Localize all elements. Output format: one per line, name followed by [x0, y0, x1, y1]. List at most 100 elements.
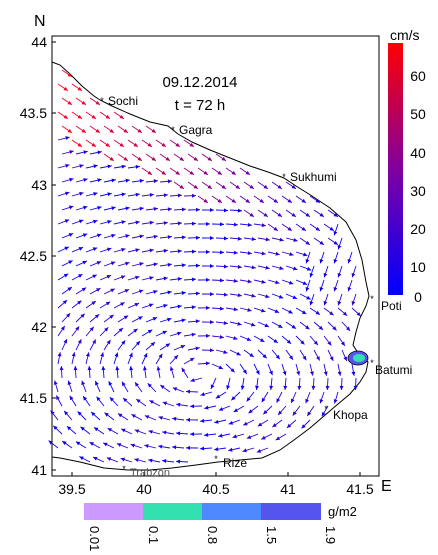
current-vector-head [179, 156, 184, 161]
current-vector-head [259, 198, 264, 203]
current-vector-head [342, 311, 348, 316]
current-vector-head [95, 128, 100, 133]
concentration-tick-label: 1.5 [264, 526, 279, 544]
lon-tick-label: 41 [280, 481, 296, 497]
current-vector-head [315, 198, 320, 203]
current-vector-head [217, 198, 222, 203]
current-vector-head [69, 177, 74, 182]
current-vector-head [107, 219, 112, 224]
current-vector-head [172, 445, 177, 450]
current-vector-head [249, 353, 254, 357]
current-vector-head [301, 198, 306, 203]
current-vector-head [233, 222, 238, 227]
current-vector-head [109, 314, 114, 319]
current-vector-head [327, 341, 332, 346]
current-vector-head [138, 289, 144, 294]
current-vector-head [110, 288, 115, 293]
current-vector-head [177, 331, 182, 336]
current-vector-head [121, 381, 126, 387]
current-vector-head [94, 314, 100, 319]
current-vector-head [177, 193, 182, 198]
current-vector-head [332, 326, 337, 331]
current-vector-head [337, 272, 342, 278]
current-vector-head [147, 383, 152, 388]
current-vector-head [181, 367, 186, 373]
current-vector-head [319, 258, 324, 264]
current-vector-head [118, 327, 123, 333]
city-label-sochi: Sochi [108, 94, 138, 108]
current-vector-head [103, 442, 108, 447]
current-vector-head [80, 426, 85, 431]
current-vector-head [97, 178, 102, 183]
current-vector-head [147, 329, 153, 334]
current-vector-head [163, 221, 168, 226]
current-vector-head [315, 226, 320, 231]
city-label-batumi: Batumi [375, 363, 412, 377]
east-label: E [381, 478, 392, 495]
current-vector-head [265, 294, 270, 299]
current-vector-head [190, 378, 195, 383]
current-vector-head [223, 264, 228, 269]
current-vector-head [123, 315, 129, 320]
current-vector-head [279, 237, 284, 242]
speed-colorbar [388, 43, 403, 295]
city-marker: * [282, 172, 286, 182]
speed-tick-label: 0 [414, 289, 422, 305]
current-vector-head [163, 276, 168, 281]
current-vector-head [300, 340, 305, 345]
current-vector-head [237, 208, 242, 213]
current-vector-head [131, 414, 136, 419]
current-vector-head [128, 352, 133, 358]
current-vector-head [260, 308, 266, 313]
current-vector-head [81, 100, 86, 105]
current-vector-head [177, 249, 182, 254]
current-vector-head [333, 286, 338, 292]
current-vector-head [67, 72, 72, 77]
current-vector-head [333, 240, 338, 245]
lon-tick-label: 41.5 [346, 481, 373, 497]
current-vector-head [291, 324, 297, 329]
current-vector-head [71, 352, 76, 357]
current-vector-head [219, 306, 224, 311]
current-vector-head [313, 340, 318, 346]
current-vector-head [269, 385, 274, 390]
current-vector-head [180, 345, 186, 349]
current-vector-head [302, 355, 307, 361]
current-vector-head [263, 410, 268, 415]
current-vector-head [83, 205, 88, 210]
current-vector-head [246, 397, 251, 402]
current-vector-head [93, 456, 98, 461]
current-vector-head [319, 286, 324, 292]
current-vector-head [149, 276, 154, 281]
current-vector-head [356, 311, 361, 317]
current-vector-head [290, 398, 295, 404]
current-vector-head [237, 264, 242, 269]
current-vector-head [273, 226, 278, 231]
city-marker: * [324, 404, 328, 414]
current-vector-head [209, 348, 214, 353]
current-vector-head [105, 142, 110, 147]
current-vector-head [200, 418, 205, 423]
city-marker: * [370, 358, 374, 368]
current-vector-head [85, 352, 90, 357]
city-marker: * [100, 96, 104, 106]
current-vector-head [261, 397, 266, 403]
current-vector-head [172, 387, 178, 392]
current-vector-head [89, 442, 94, 446]
current-vector-head [121, 247, 126, 252]
current-vector-head [236, 351, 241, 356]
current-vector-head [153, 179, 158, 184]
current-vector-head [278, 294, 284, 299]
current-vector-head [60, 326, 65, 331]
current-vector-head [125, 261, 130, 266]
current-vector-head [77, 300, 82, 305]
current-vector-head [193, 156, 198, 161]
current-vector-head [278, 410, 283, 415]
current-vector-head [259, 338, 265, 342]
current-vector-head [351, 272, 356, 278]
current-vector-head [186, 389, 191, 394]
current-vector-head [50, 410, 55, 415]
current-vector-head [218, 407, 224, 411]
current-vector-head [107, 164, 112, 169]
current-vector-head [109, 156, 114, 161]
